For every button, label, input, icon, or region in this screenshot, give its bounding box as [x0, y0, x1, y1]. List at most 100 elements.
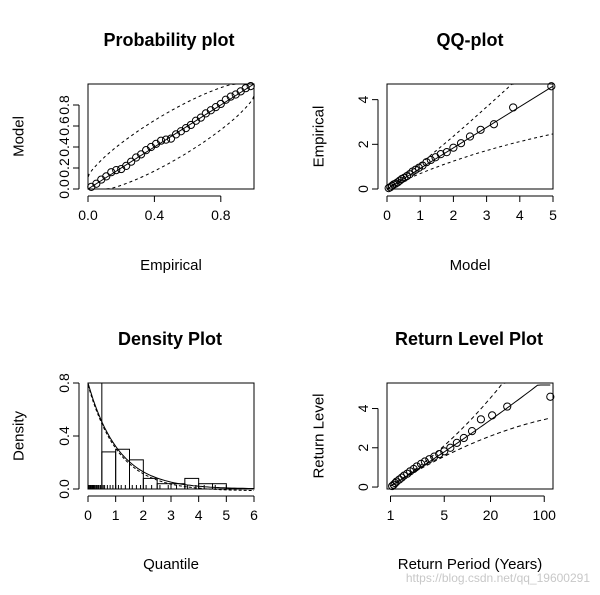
data-point — [420, 457, 429, 466]
x-tick-label: 3 — [483, 207, 491, 223]
y-tick-label: 0.6 — [56, 116, 72, 136]
x-tick-label: 4 — [195, 507, 203, 523]
data-point — [459, 433, 468, 443]
y-tick-label: 2 — [355, 140, 371, 148]
data-point — [456, 139, 466, 148]
y-axis-label: Density — [10, 410, 27, 461]
x-axis-label: Empirical — [140, 257, 202, 274]
data-point — [216, 99, 225, 109]
x-tick-label: 5 — [440, 507, 448, 523]
data-point — [226, 92, 235, 101]
x-tick-label: 1 — [387, 507, 395, 523]
data-point — [503, 402, 512, 411]
upper-confidence-band — [386, 83, 553, 190]
fitted-return-level-line — [390, 384, 551, 487]
data-point — [452, 438, 461, 447]
data-point — [509, 103, 518, 112]
x-tick-label: 20 — [483, 507, 499, 523]
data-point — [402, 171, 412, 181]
data-point — [166, 134, 176, 143]
y-tick-label: 0 — [355, 483, 371, 491]
reference-line — [87, 83, 255, 190]
y-tick-label: 4 — [355, 96, 371, 104]
y-tick-label: 0.2 — [56, 158, 72, 178]
data-point — [476, 415, 486, 424]
plot-frame — [87, 83, 255, 190]
data-point — [112, 166, 121, 175]
data-point — [476, 125, 485, 134]
data-point — [435, 449, 444, 459]
data-point — [442, 148, 451, 157]
x-tick-label: 0.0 — [78, 207, 98, 223]
data-point — [405, 170, 414, 179]
histogram-bar — [87, 382, 103, 490]
plot-title: Density Plot — [118, 329, 222, 349]
x-axis-label: Return Period (Years) — [398, 556, 543, 573]
data-point — [196, 113, 205, 122]
x-tick-label: 6 — [250, 507, 258, 523]
x-tick-label: 2 — [139, 507, 147, 523]
x-tick-label: 5 — [222, 507, 230, 523]
x-axis-label: Model — [450, 257, 491, 274]
y-tick-label: 0.8 — [56, 373, 72, 393]
data-point — [241, 84, 250, 93]
y-tick-label: 0.8 — [56, 95, 72, 115]
data-point — [122, 161, 131, 170]
y-tick-label: 0.0 — [56, 179, 72, 199]
density-curve — [87, 382, 254, 489]
reference-line — [386, 85, 554, 190]
x-tick-label: 1 — [416, 207, 424, 223]
histogram-bar — [156, 483, 172, 490]
y-tick-label: 4 — [355, 404, 371, 412]
data-point — [403, 469, 412, 478]
x-tick-label: 0 — [84, 507, 92, 523]
lower-confidence-band — [386, 133, 554, 190]
data-point — [127, 157, 136, 166]
x-tick-label: 0.8 — [211, 207, 231, 223]
x-tick-label: 3 — [167, 507, 175, 523]
data-point — [137, 150, 146, 159]
data-point — [92, 179, 101, 188]
x-tick-label: 1 — [112, 507, 120, 523]
data-point — [246, 82, 255, 91]
watermark: https://blog.csdn.net/qq_19600291 — [406, 571, 590, 585]
data-point — [546, 392, 555, 401]
y-axis-label: Return Level — [310, 393, 327, 478]
x-tick-label: 4 — [516, 207, 524, 223]
data-point — [392, 477, 401, 486]
data-point — [161, 135, 171, 144]
x-tick-label: 5 — [549, 207, 557, 223]
data-point — [449, 143, 458, 152]
x-tick-label: 2 — [450, 207, 458, 223]
data-point — [489, 120, 499, 129]
plot-frame — [386, 83, 554, 190]
data-point — [425, 455, 434, 464]
y-tick-label: 0.0 — [56, 479, 72, 499]
plot-frame — [87, 382, 255, 490]
data-point — [436, 150, 445, 159]
data-point — [388, 481, 397, 491]
data-point — [397, 473, 406, 482]
upper-confidence-band — [87, 83, 254, 189]
data-point — [102, 172, 111, 181]
data-point — [186, 120, 196, 130]
x-tick-label: 0 — [383, 207, 391, 223]
x-axis-label: Quantile — [143, 556, 199, 573]
data-point — [467, 426, 477, 436]
y-tick-label: 0 — [355, 185, 371, 193]
data-point — [465, 132, 475, 141]
plot-frame — [386, 382, 554, 490]
x-tick-label: 0.4 — [145, 207, 165, 223]
data-point — [422, 158, 431, 167]
y-tick-label: 0.4 — [56, 137, 72, 157]
lower-confidence-band — [88, 84, 255, 190]
data-point — [395, 176, 404, 185]
y-tick-label: 2 — [355, 444, 371, 452]
histogram-bar — [142, 477, 158, 490]
y-axis-label: Model — [10, 116, 27, 157]
data-point — [440, 447, 449, 456]
data-point — [156, 136, 166, 145]
density-curve-fit — [87, 384, 254, 491]
histogram-bar — [101, 451, 117, 490]
